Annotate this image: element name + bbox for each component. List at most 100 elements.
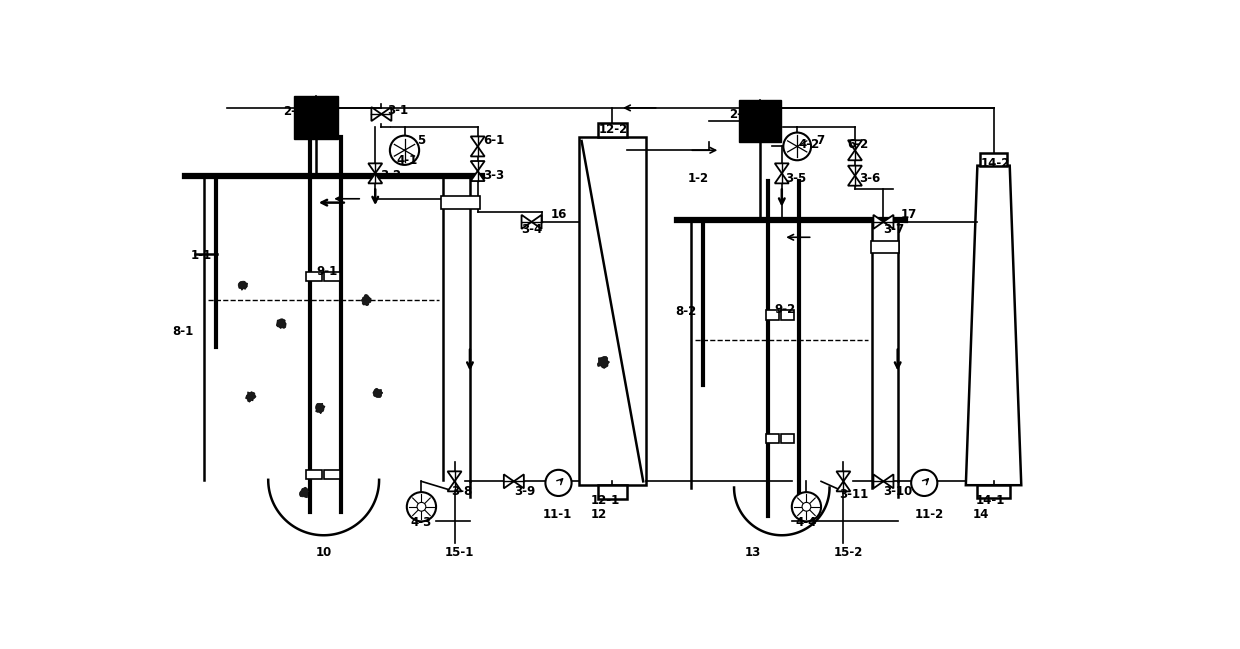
Text: 3-2: 3-2 <box>379 169 401 182</box>
Text: 6-1: 6-1 <box>484 134 505 147</box>
Circle shape <box>417 502 425 511</box>
Text: 3-5: 3-5 <box>786 172 807 185</box>
Polygon shape <box>532 215 542 229</box>
Bar <box>598 485 627 499</box>
Bar <box>324 470 340 479</box>
Polygon shape <box>873 474 883 488</box>
Text: 11-2: 11-2 <box>914 508 944 521</box>
Text: 4-2: 4-2 <box>799 138 820 151</box>
Bar <box>579 137 646 485</box>
Text: 3-4: 3-4 <box>522 223 543 236</box>
Polygon shape <box>368 173 382 184</box>
Text: 14: 14 <box>972 508 990 521</box>
Text: 4-4: 4-4 <box>796 516 817 529</box>
Text: 16: 16 <box>551 208 567 221</box>
Bar <box>739 100 781 141</box>
Polygon shape <box>471 136 485 147</box>
Text: 4-3: 4-3 <box>410 516 432 529</box>
PathPatch shape <box>246 392 255 402</box>
Text: 15-1: 15-1 <box>444 546 474 559</box>
Text: 5: 5 <box>417 134 425 147</box>
Polygon shape <box>522 215 532 229</box>
Polygon shape <box>848 140 862 151</box>
Text: 3-6: 3-6 <box>859 172 880 185</box>
Polygon shape <box>775 164 789 173</box>
Text: 13: 13 <box>745 546 761 559</box>
Circle shape <box>389 136 419 165</box>
Polygon shape <box>848 165 862 176</box>
Bar <box>765 434 779 443</box>
Polygon shape <box>883 215 894 229</box>
Text: 9-2: 9-2 <box>774 303 795 316</box>
Text: 12: 12 <box>590 508 608 521</box>
PathPatch shape <box>373 388 383 397</box>
Text: 17: 17 <box>901 208 918 221</box>
Text: 3-7: 3-7 <box>883 223 904 236</box>
Text: 2-1: 2-1 <box>283 105 304 118</box>
Circle shape <box>802 502 811 511</box>
Polygon shape <box>471 161 485 171</box>
PathPatch shape <box>277 319 286 328</box>
Text: 11-1: 11-1 <box>543 508 573 521</box>
Polygon shape <box>883 474 894 488</box>
Text: 6-2: 6-2 <box>847 138 868 151</box>
Polygon shape <box>837 471 851 482</box>
PathPatch shape <box>300 487 310 498</box>
PathPatch shape <box>361 295 371 306</box>
Text: 3-10: 3-10 <box>883 485 913 498</box>
Polygon shape <box>448 482 461 491</box>
Text: 9-1: 9-1 <box>316 265 337 278</box>
Circle shape <box>546 470 572 496</box>
Polygon shape <box>775 173 789 184</box>
Polygon shape <box>471 147 485 156</box>
Text: 3-9: 3-9 <box>513 485 536 498</box>
Text: 3-11: 3-11 <box>839 488 869 501</box>
Bar <box>441 197 480 209</box>
Polygon shape <box>503 474 513 488</box>
Text: 3-1: 3-1 <box>388 104 409 117</box>
Text: 1-1: 1-1 <box>191 249 212 262</box>
Text: 10: 10 <box>316 546 332 559</box>
Bar <box>977 485 1011 498</box>
Text: 3-3: 3-3 <box>484 169 505 182</box>
Polygon shape <box>848 176 862 186</box>
Text: 7: 7 <box>816 134 825 147</box>
Bar <box>765 310 779 320</box>
Polygon shape <box>848 151 862 160</box>
Polygon shape <box>966 165 1022 485</box>
Polygon shape <box>837 482 851 491</box>
Bar <box>980 153 1007 165</box>
Bar <box>781 310 795 320</box>
Text: 14-1: 14-1 <box>976 494 1006 507</box>
Polygon shape <box>368 164 382 173</box>
Text: 1-2: 1-2 <box>688 172 709 185</box>
Text: 12-1: 12-1 <box>590 494 620 507</box>
Text: 14-2: 14-2 <box>981 157 1009 170</box>
PathPatch shape <box>316 403 325 413</box>
Bar <box>306 272 322 281</box>
Polygon shape <box>448 471 461 482</box>
Circle shape <box>407 492 436 521</box>
Bar <box>324 272 340 281</box>
Polygon shape <box>382 107 392 121</box>
Circle shape <box>784 132 811 160</box>
Circle shape <box>792 492 821 521</box>
Bar <box>598 123 627 137</box>
Circle shape <box>911 470 937 496</box>
PathPatch shape <box>598 356 610 369</box>
Polygon shape <box>513 474 523 488</box>
Bar <box>781 434 795 443</box>
Text: 8-2: 8-2 <box>676 306 697 319</box>
Text: 15-2: 15-2 <box>835 546 863 559</box>
Bar <box>870 241 899 252</box>
Polygon shape <box>372 107 382 121</box>
Bar <box>306 470 322 479</box>
Polygon shape <box>873 215 883 229</box>
Text: 12-2: 12-2 <box>599 123 627 136</box>
Polygon shape <box>471 171 485 181</box>
Text: 2-2: 2-2 <box>729 108 750 121</box>
Bar <box>294 95 337 139</box>
Text: 4-1: 4-1 <box>397 154 418 167</box>
PathPatch shape <box>238 281 248 290</box>
Text: 3-8: 3-8 <box>450 485 472 498</box>
